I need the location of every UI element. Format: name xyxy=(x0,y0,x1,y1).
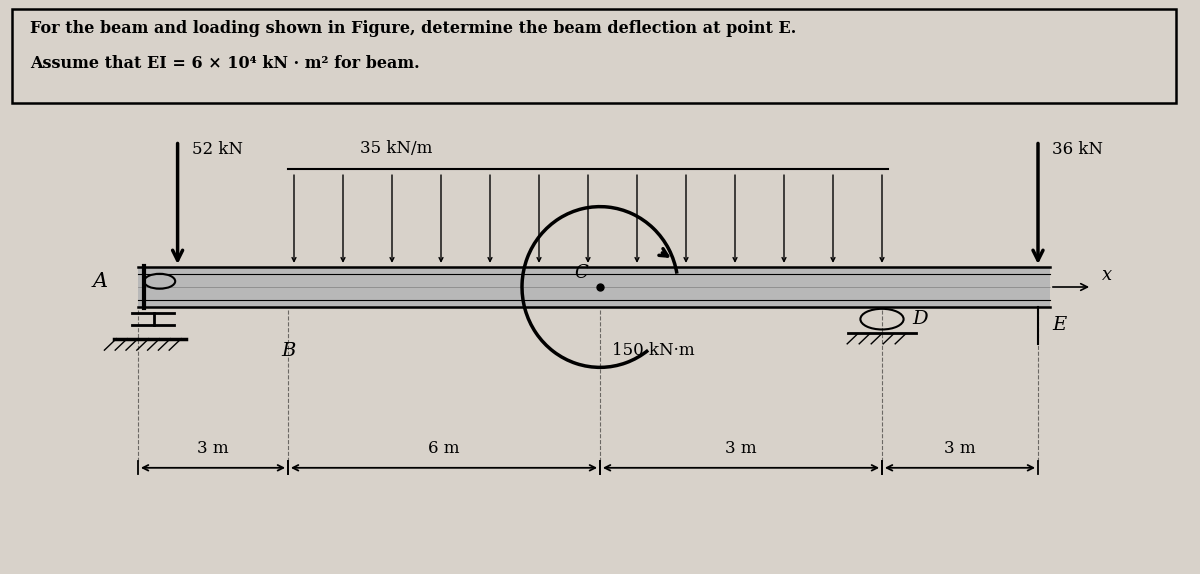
Text: 52 kN: 52 kN xyxy=(192,141,242,158)
Text: 36 kN: 36 kN xyxy=(1052,141,1104,158)
Text: E: E xyxy=(1052,316,1067,333)
Text: B: B xyxy=(281,342,295,359)
Text: x: x xyxy=(1102,266,1111,284)
Text: 3 m: 3 m xyxy=(725,440,757,457)
Text: For the beam and loading shown in Figure, determine the beam deflection at point: For the beam and loading shown in Figure… xyxy=(30,20,797,37)
Text: A: A xyxy=(92,272,108,291)
Text: C: C xyxy=(575,265,588,282)
Text: 6 m: 6 m xyxy=(428,440,460,457)
Text: Assume that EI = 6 × 10⁴ kN · m² for beam.: Assume that EI = 6 × 10⁴ kN · m² for bea… xyxy=(30,55,420,72)
Text: 3 m: 3 m xyxy=(197,440,229,457)
Text: 3 m: 3 m xyxy=(944,440,976,457)
Text: 150 kN·m: 150 kN·m xyxy=(612,342,695,359)
Bar xyxy=(138,267,1050,307)
Text: D: D xyxy=(912,310,928,328)
Text: 35 kN/m: 35 kN/m xyxy=(360,139,432,157)
